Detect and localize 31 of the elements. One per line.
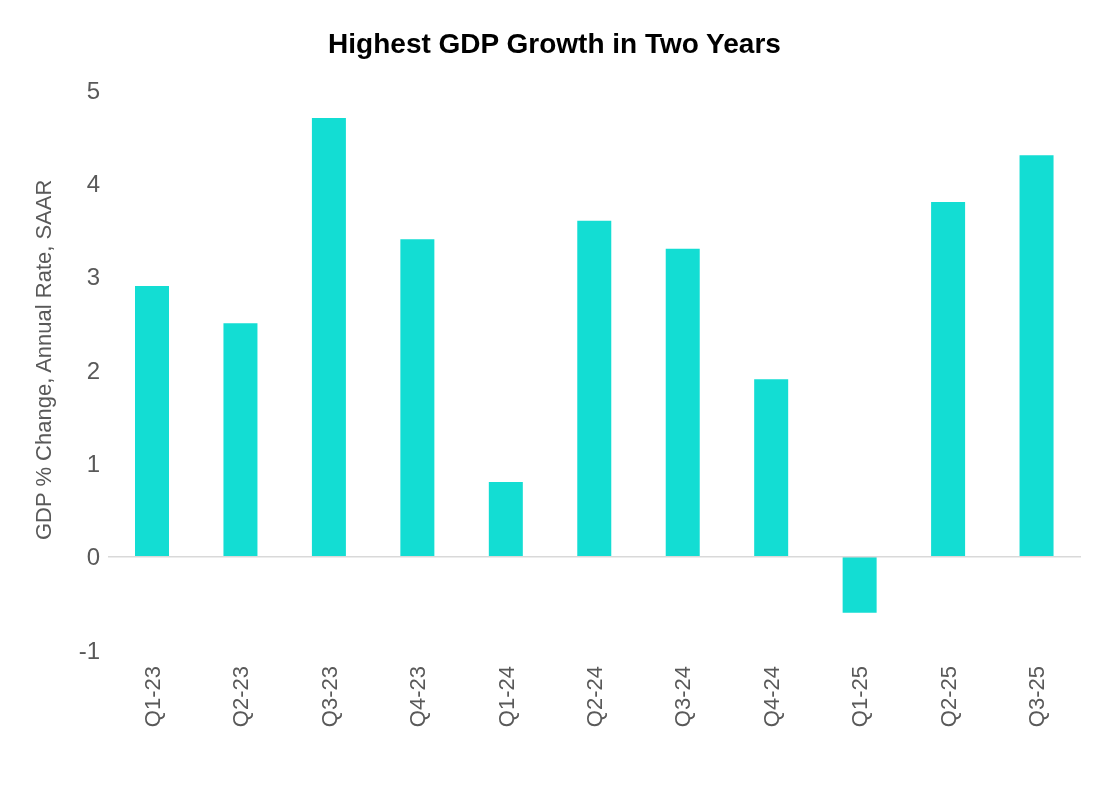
- y-tick-label: 2: [86, 356, 100, 384]
- bar: [488, 482, 523, 557]
- x-tick-label: Q4-23: [405, 666, 431, 728]
- bar: [135, 286, 169, 557]
- x-tick-label: Q3-24: [670, 666, 696, 728]
- bar: [223, 323, 258, 557]
- chart-title: Highest GDP Growth in Two Years: [327, 28, 782, 60]
- x-tick-label: Q3-25: [1024, 666, 1050, 728]
- bar: [665, 248, 700, 557]
- y-tick-label: 3: [86, 263, 100, 291]
- x-tick-label: Q3-23: [316, 666, 342, 728]
- y-tick-label: 0: [86, 543, 100, 571]
- x-tick-label: Q2-25: [935, 666, 961, 728]
- bar: [1019, 155, 1054, 557]
- bar: [842, 556, 877, 613]
- x-tick-label: Q1-24: [493, 666, 519, 728]
- bar: [400, 239, 435, 557]
- x-tick-label: Q1-25: [847, 666, 873, 728]
- bar: [311, 118, 346, 557]
- y-tick-label: 5: [86, 76, 100, 104]
- bar: [754, 379, 789, 557]
- y-axis-title: GDP % Change, Annual Rate, SAAR: [30, 179, 56, 540]
- y-tick-label: 4: [86, 169, 100, 197]
- x-tick-label: Q4-24: [758, 666, 784, 728]
- y-tick-label: 1: [86, 449, 100, 477]
- bar: [931, 202, 966, 557]
- bar: [577, 220, 612, 557]
- x-tick-label: Q2-24: [582, 666, 607, 728]
- x-tick-label: Q1-23: [139, 666, 165, 728]
- y-tick-label: -1: [78, 636, 100, 664]
- x-tick-label: Q2-23: [228, 666, 254, 728]
